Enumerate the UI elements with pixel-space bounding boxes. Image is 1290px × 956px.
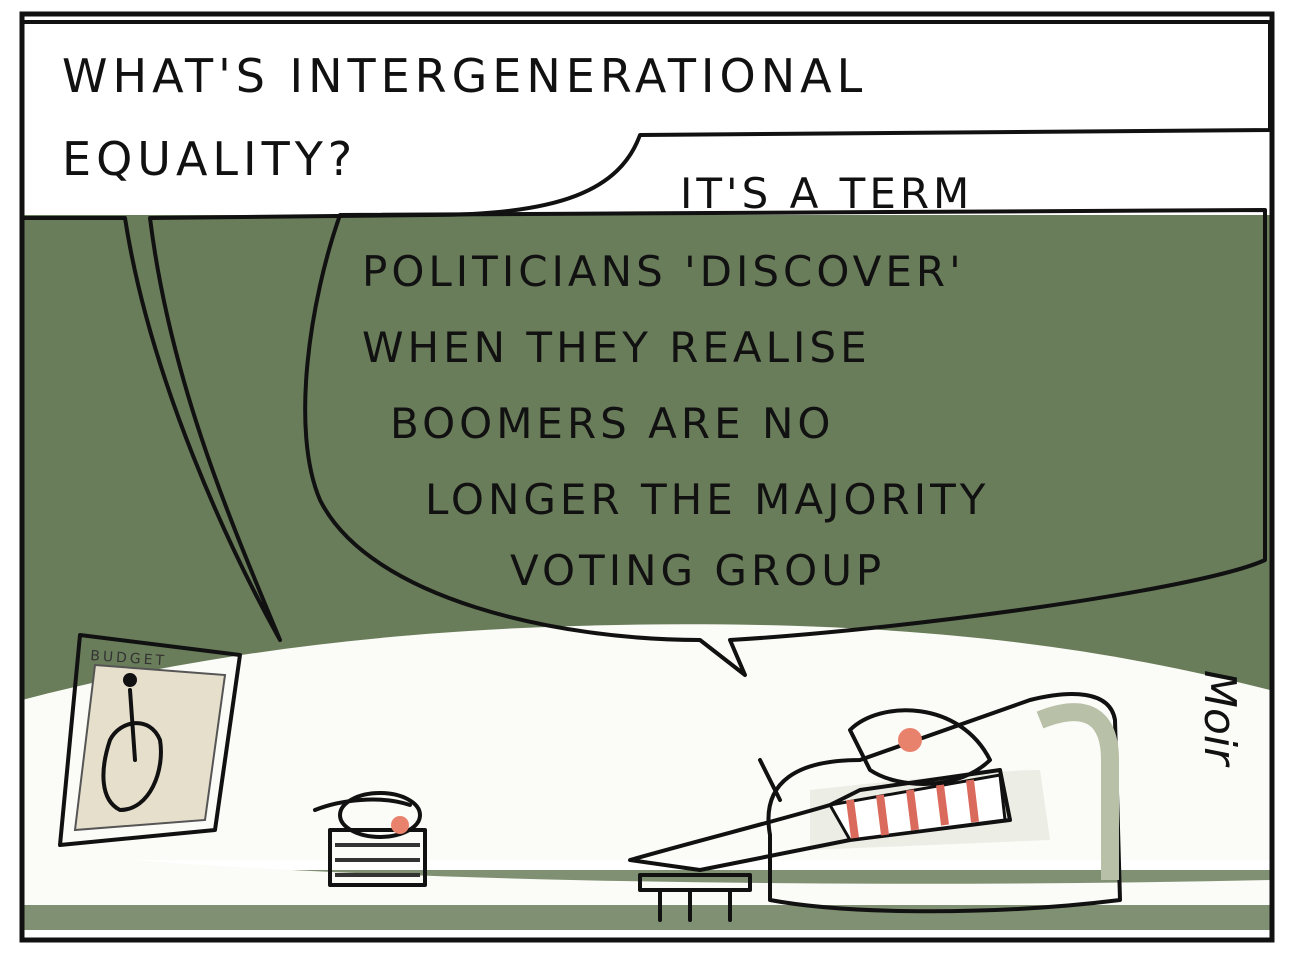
speech-line: LONGER THE MAJORITY (425, 475, 989, 524)
signature: Moir (1194, 670, 1245, 768)
page: {"bubble_1": {"lines": ["WHAT'S INTERGEN… (0, 0, 1290, 956)
speech-line: WHEN THEY REALISE (362, 323, 871, 372)
speech-line: IT'S A TERM (680, 169, 973, 218)
speech-line: BOOMERS ARE NO (390, 399, 834, 448)
speech-line: VOTING GROUP (510, 546, 885, 595)
speech-line: EQUALITY? (62, 132, 357, 186)
speech-line: WHAT'S INTERGENERATIONAL (62, 49, 867, 103)
cartoon-panel: BUDGET WHAT'S INTERGENERATIONAL EQUALITY… (0, 0, 1290, 956)
speech-line: POLITICIANS 'DISCOVER' (362, 247, 965, 296)
